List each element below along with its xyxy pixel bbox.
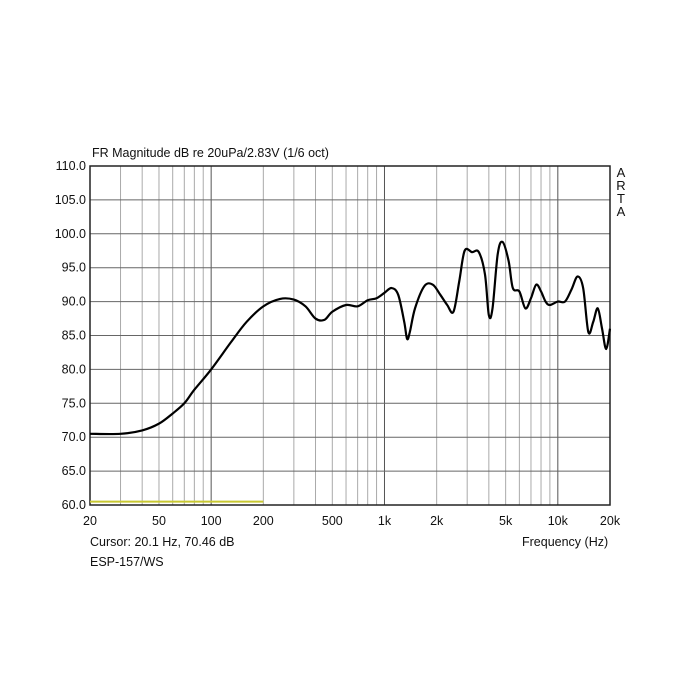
watermark-letter: R xyxy=(616,178,626,193)
cursor-readout: Cursor: 20.1 Hz, 70.46 dB xyxy=(90,535,235,549)
x-tick-label: 200 xyxy=(253,514,274,528)
x-tick-label: 20k xyxy=(600,514,621,528)
watermark-letter: A xyxy=(616,204,626,219)
y-tick-label: 60.0 xyxy=(62,498,86,512)
x-tick-label: 100 xyxy=(201,514,222,528)
x-tick-label: 5k xyxy=(499,514,513,528)
y-tick-label: 100.0 xyxy=(55,227,86,241)
x-tick-label: 500 xyxy=(322,514,343,528)
device-label: ESP-157/WS xyxy=(90,555,164,569)
y-tick-label: 65.0 xyxy=(62,464,86,478)
fr-magnitude-line xyxy=(89,240,612,436)
y-tick-label: 75.0 xyxy=(62,396,86,410)
y-tick-label: 95.0 xyxy=(62,261,86,275)
y-tick-label: 85.0 xyxy=(62,329,86,343)
y-tick-label: 90.0 xyxy=(62,295,86,309)
watermark-letter: T xyxy=(617,191,625,206)
x-tick-label: 2k xyxy=(430,514,444,528)
x-tick-label: 10k xyxy=(548,514,569,528)
x-tick-label: 1k xyxy=(378,514,392,528)
chart-title: FR Magnitude dB re 20uPa/2.83V (1/6 oct) xyxy=(92,146,329,160)
y-tick-label: 80.0 xyxy=(62,362,86,376)
watermark-letter: A xyxy=(616,165,626,180)
y-tick-label: 70.0 xyxy=(62,430,86,444)
x-tick-label: 20 xyxy=(83,514,97,528)
x-tick-label: 50 xyxy=(152,514,166,528)
x-axis-label: Frequency (Hz) xyxy=(522,535,609,549)
y-tick-label: 105.0 xyxy=(55,193,86,207)
y-tick-label: 110.0 xyxy=(56,159,86,173)
